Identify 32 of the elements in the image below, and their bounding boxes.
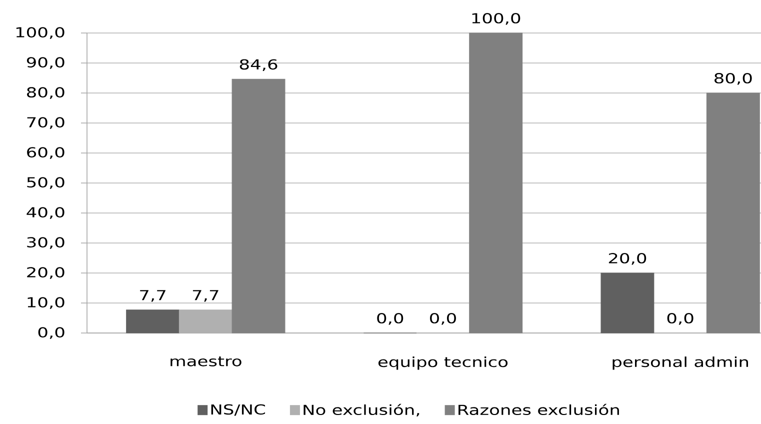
data-label: 20,0	[608, 253, 646, 265]
y-tick-label: 100,0	[16, 27, 64, 39]
bar	[600, 272, 654, 334]
bar	[706, 92, 760, 334]
data-label: 7,7	[192, 290, 218, 302]
bar	[178, 310, 232, 334]
legend-label: No exclusión,	[304, 404, 420, 416]
y-tick-label: 40,0	[26, 207, 64, 219]
y-tick-label: 10,0	[28, 297, 64, 309]
legend-label: NS/NC	[211, 404, 266, 416]
data-label: 0,0	[430, 313, 456, 325]
bar	[126, 310, 180, 334]
x-tick-label: personal admin	[612, 356, 748, 370]
x-tick-label: equipo tecnico	[378, 356, 508, 370]
data-label: 84,6	[240, 59, 278, 71]
y-tick-label: 70,0	[27, 117, 64, 129]
data-label: 7,7	[140, 290, 166, 302]
data-label: 80,0	[714, 73, 752, 85]
y-tick-label: 30,0	[27, 237, 64, 249]
bar	[469, 32, 523, 334]
data-label: 0,0	[377, 313, 404, 325]
legend-label: Razones exclusión	[458, 404, 619, 416]
data-label: 0,0	[667, 313, 694, 325]
x-tick-label: maestro	[170, 356, 242, 366]
y-tick-label: 60,0	[27, 147, 64, 159]
bar	[232, 78, 286, 334]
y-tick-label: 90,0	[26, 57, 64, 69]
y-tick-label: 0,0	[38, 327, 64, 339]
y-tick-label: 80,0	[27, 87, 64, 99]
y-tick-label: 50,0	[27, 177, 64, 189]
data-label: 100,0	[472, 13, 520, 25]
y-tick-label: 20,0	[27, 267, 64, 279]
